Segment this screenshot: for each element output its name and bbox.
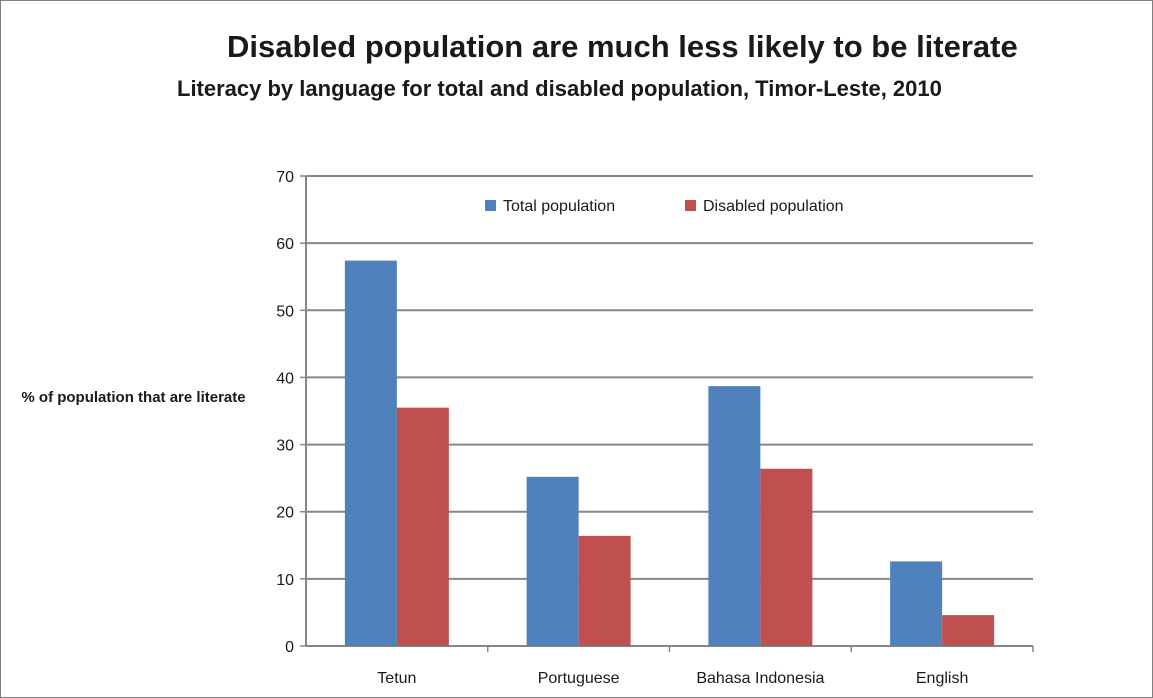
x-tick-label: Tetun [377, 670, 416, 687]
y-tick-label: 30 [276, 438, 294, 455]
y-tick-label: 20 [276, 505, 294, 522]
y-tick-label: 0 [285, 639, 294, 656]
x-tick-label: Portuguese [538, 670, 620, 687]
bar-disabled [578, 535, 631, 646]
bar-total [708, 386, 761, 646]
y-tick-label: 40 [276, 370, 294, 387]
y-tick-label: 70 [276, 169, 294, 186]
chart-title: Disabled population are much less likely… [227, 29, 1018, 64]
bar-total [890, 561, 943, 646]
legend-label: Disabled population [703, 198, 844, 215]
legend-swatch [485, 200, 496, 211]
legend-label: Total population [503, 198, 615, 215]
chart-subtitle: Literacy by language for total and disab… [177, 76, 942, 101]
y-axis-label: % of population that are literate [21, 389, 246, 406]
bar-disabled [760, 468, 813, 646]
y-tick-label: 50 [276, 303, 294, 320]
bar-total [344, 260, 397, 646]
x-tick-label: Bahasa Indonesia [696, 670, 824, 687]
bar-disabled [396, 407, 449, 646]
y-tick-label: 60 [276, 236, 294, 253]
bar-disabled [942, 615, 995, 646]
x-tick-label: English [916, 670, 968, 687]
y-tick-label: 10 [276, 572, 294, 589]
legend-swatch [685, 200, 696, 211]
bar-total [526, 476, 579, 646]
